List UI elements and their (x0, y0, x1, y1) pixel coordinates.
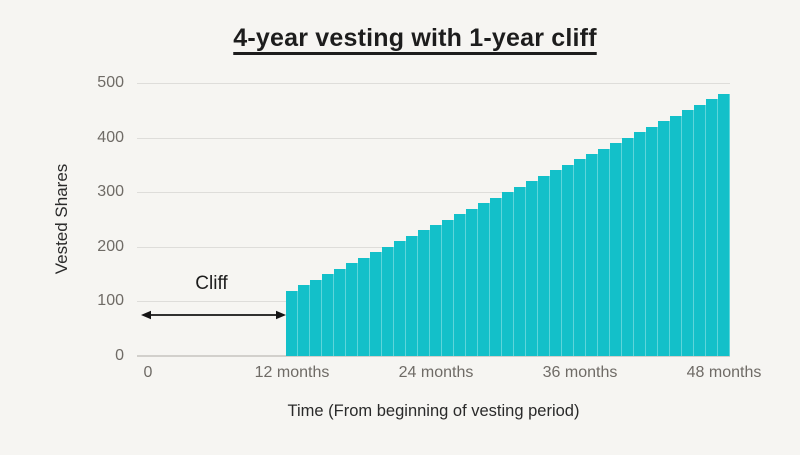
bar-month-34 (550, 170, 562, 356)
bar-month-19 (370, 252, 382, 356)
x-tick-label-36: 36 months (542, 364, 618, 381)
bar-month-12 (286, 290, 298, 356)
bar-month-13 (298, 285, 310, 356)
bar-month-33 (538, 175, 550, 356)
bar-month-22 (406, 235, 418, 356)
x-tick-label-48: 48 months (686, 364, 762, 381)
cliff-arrow (141, 307, 286, 323)
bar-month-41 (634, 132, 646, 356)
bar-month-45 (682, 110, 694, 356)
gridline-300 (137, 192, 730, 194)
bar-month-20 (382, 246, 394, 356)
cliff-annotation-label: Cliff (195, 273, 228, 295)
bar-month-23 (418, 230, 430, 356)
bar-month-48 (718, 93, 730, 356)
plot-area: Cliff 0 100 200 300 400 500 0 12 months 24 month… (97, 74, 761, 381)
bar-month-27 (466, 208, 478, 356)
bar-month-24 (430, 225, 442, 356)
bar-month-47 (706, 99, 718, 356)
chart-title: 4-year vesting with 1-year cliff (233, 24, 597, 52)
bar-month-16 (334, 268, 346, 356)
x-tick-label-12: 12 months (254, 364, 330, 381)
bar-month-43 (658, 121, 670, 356)
y-tick-label-100: 100 (97, 292, 124, 310)
y-tick-label-200: 200 (97, 237, 124, 255)
bar-month-18 (358, 257, 370, 356)
bar-month-36 (574, 159, 586, 356)
bar-month-38 (598, 148, 610, 356)
bar-month-29 (490, 197, 502, 356)
x-tick-label-24: 24 months (398, 364, 474, 381)
y-axis-title: Vested Shares (52, 163, 71, 275)
bar-month-17 (346, 263, 358, 356)
bar-month-46 (694, 104, 706, 356)
bar-month-28 (478, 203, 490, 356)
gridline-0 (137, 355, 730, 357)
gridline-500 (137, 83, 730, 84)
bar-month-25 (442, 219, 454, 356)
bar-month-26 (454, 214, 466, 356)
bar-month-14 (310, 279, 322, 356)
y-tick-label-300: 300 (97, 183, 124, 201)
x-axis-title: Time (From beginning of vesting period) (287, 402, 580, 420)
gridline-400 (137, 137, 730, 139)
bar-month-30 (502, 192, 514, 356)
bar-month-39 (610, 143, 622, 356)
bar-month-32 (526, 181, 538, 356)
bar-month-37 (586, 154, 598, 356)
bar-month-31 (514, 186, 526, 356)
bar-month-15 (322, 274, 334, 356)
bar-month-44 (670, 115, 682, 356)
y-tick-label-500: 500 (97, 74, 124, 91)
y-tick-label-0: 0 (115, 347, 124, 364)
bar-month-35 (562, 164, 574, 356)
bar-month-40 (622, 137, 634, 356)
bar-month-21 (394, 241, 406, 356)
bar-month-42 (646, 126, 658, 356)
x-tick-label-0: 0 (143, 364, 153, 381)
y-tick-label-400: 400 (97, 128, 124, 146)
